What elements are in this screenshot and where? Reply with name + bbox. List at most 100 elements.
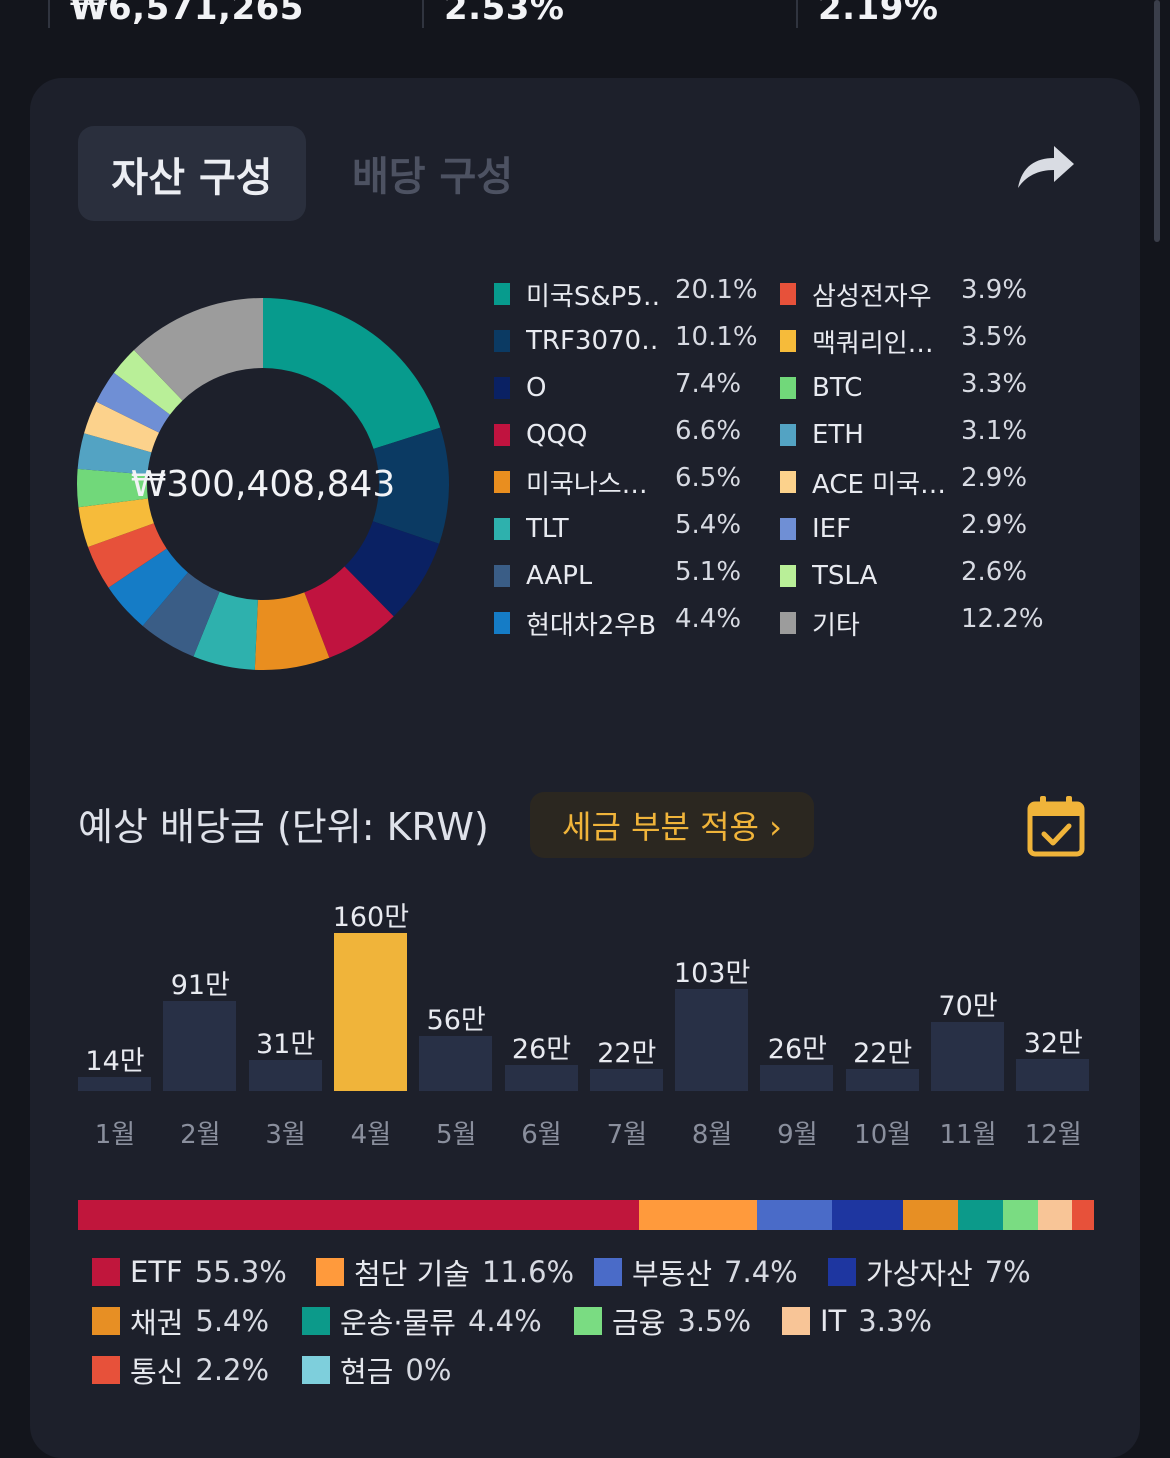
bar-8월[interactable] <box>675 989 749 1091</box>
donut-slice <box>263 298 441 449</box>
legend-name: 삼성전자우 <box>812 281 932 312</box>
legend-item: 현대차2우B <box>494 603 656 643</box>
bar-11월[interactable] <box>931 1021 1004 1091</box>
donut-slice <box>344 521 440 617</box>
donut-slice <box>96 372 171 433</box>
legend-item: TRF3070… <box>494 321 661 361</box>
sector-segment <box>78 1200 640 1230</box>
sector-legend-item: 금융 3.5% <box>574 1301 751 1341</box>
legend-item: 기타 <box>780 603 860 643</box>
bar-7월[interactable] <box>589 1069 663 1091</box>
legend-swatch <box>494 377 510 399</box>
legend-swatch <box>780 377 796 399</box>
bar-value-label: 26만 <box>767 1034 827 1066</box>
sector-legend-item: 운송·물류 4.4% <box>302 1301 542 1341</box>
bar-3월[interactable] <box>248 1060 322 1091</box>
legend-item: QQQ <box>494 415 587 455</box>
donut-slice <box>304 566 394 658</box>
stat-divider <box>796 0 798 28</box>
sector-percent: 2.2% <box>195 1353 270 1387</box>
legend-swatch <box>494 283 510 305</box>
tab-asset-composition[interactable]: 자산 구성 <box>78 126 306 221</box>
legend-percent: 3.5% <box>961 322 1028 352</box>
sector-swatch <box>594 1258 622 1286</box>
sector-percent: 7% <box>984 1255 1031 1289</box>
month-label: 5월 <box>435 1120 477 1150</box>
bar-value-label: 14만 <box>85 1046 145 1078</box>
sector-name: 금융 <box>612 1306 666 1340</box>
legend-swatch <box>494 518 510 540</box>
legend-percent: 2.6% <box>961 557 1028 587</box>
legend-item: ETH <box>780 415 864 455</box>
legend-item: 삼성전자우 <box>780 274 932 314</box>
stat-value-amount: ₩6,571,265 <box>70 0 304 28</box>
bar-6월[interactable] <box>504 1065 578 1091</box>
sector-segment <box>903 1200 958 1230</box>
month-label: 9월 <box>777 1120 818 1150</box>
legend-percent: 20.1% <box>675 275 758 305</box>
tax-apply-button[interactable]: 세금 부분 적용 › <box>530 792 814 858</box>
stat-divider <box>422 0 424 28</box>
sector-legend-item: 채권 5.4% <box>92 1301 269 1341</box>
donut-slice <box>113 350 183 415</box>
tab-dividend-composition[interactable]: 배당 구성 <box>352 154 514 200</box>
bar-value-label: 70만 <box>938 990 998 1022</box>
legend-name: BTC <box>812 373 863 403</box>
legend-name: IEF <box>812 514 852 544</box>
legend-name: AAPL <box>526 561 593 591</box>
legend-item: 맥쿼리인… <box>780 321 934 361</box>
legend-name: 미국S&P5… <box>526 281 661 312</box>
month-label: 7월 <box>606 1120 648 1150</box>
donut-slice <box>133 298 263 401</box>
legend-name: QQQ <box>526 420 588 450</box>
bar-9월[interactable] <box>760 1065 834 1091</box>
stat-value-growth: 2.19% <box>818 0 939 28</box>
legend-swatch <box>780 283 796 305</box>
legend-item: 미국S&P5… <box>494 274 661 314</box>
bar-10월[interactable] <box>845 1069 919 1091</box>
sector-name: 운송·물류 <box>340 1306 456 1340</box>
sector-legend-item: IT 3.3% <box>782 1301 932 1341</box>
bar-value-label: 160만 <box>332 902 410 933</box>
sector-swatch <box>302 1356 330 1384</box>
sector-segment <box>1002 1200 1039 1230</box>
sector-swatch <box>92 1258 120 1286</box>
sector-stacked-bar <box>78 1200 1094 1230</box>
bar-5월[interactable] <box>419 1035 493 1091</box>
legend-swatch <box>780 471 796 493</box>
bar-value-label: 26만 <box>511 1034 572 1066</box>
legend-name: TSLA <box>812 561 878 591</box>
legend-percent: 12.2% <box>961 604 1044 634</box>
summary-stats: ₩6,571,265 2.53% 2.19% <box>0 0 1170 40</box>
month-label: 11월 <box>939 1120 997 1150</box>
sector-segment <box>1038 1200 1072 1230</box>
bar-12월[interactable] <box>1016 1059 1090 1091</box>
legend-percent: 5.1% <box>675 557 742 587</box>
scrollbar[interactable] <box>1154 0 1160 242</box>
sector-swatch <box>302 1307 330 1335</box>
sector-percent: 5.4% <box>195 1304 270 1338</box>
sector-name: 첨단 기술 <box>354 1257 470 1291</box>
share-arrow-icon[interactable] <box>1014 138 1078 194</box>
bar-2월[interactable] <box>163 1001 237 1091</box>
bar-1월[interactable] <box>78 1077 151 1091</box>
bar-value-label: 103만 <box>673 958 751 990</box>
month-label: 8월 <box>691 1120 733 1150</box>
month-label: 6월 <box>521 1120 562 1150</box>
sector-legend-item: 통신 2.2% <box>92 1350 269 1390</box>
stat-divider <box>48 0 50 28</box>
bar-4월[interactable] <box>333 933 407 1091</box>
sector-name: 통신 <box>130 1355 184 1389</box>
legend-percent: 6.6% <box>675 416 742 446</box>
sector-name: 부동산 <box>632 1257 713 1291</box>
calendar-check-icon[interactable] <box>1026 794 1086 858</box>
legend-name: 기타 <box>812 610 860 641</box>
donut-slice <box>108 548 188 626</box>
donut-slice <box>77 433 152 475</box>
legend-percent: 3.3% <box>961 369 1028 399</box>
asset-donut-chart <box>77 298 449 670</box>
legend-name: TRF3070… <box>526 326 661 356</box>
legend-percent: 3.1% <box>961 416 1028 446</box>
legend-swatch <box>780 330 796 352</box>
donut-slice <box>193 591 258 670</box>
